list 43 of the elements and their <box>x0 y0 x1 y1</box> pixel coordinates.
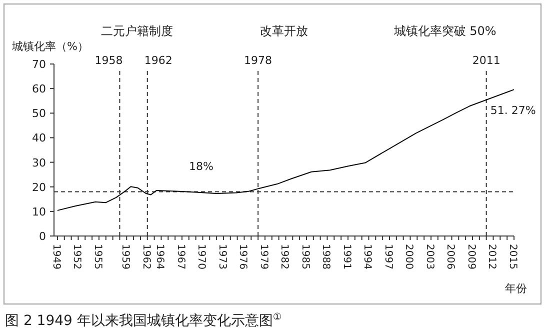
x-tick-label: 1976 <box>237 244 248 270</box>
text: 城镇化率突破 50% <box>392 24 496 38</box>
x-tick-label: 1994 <box>362 244 373 270</box>
y-tick-label: 0 <box>39 230 46 243</box>
x-tick-label: 1988 <box>320 244 332 270</box>
ref-line-label: 2011 <box>472 54 500 67</box>
x-tick-label: 1982 <box>278 244 290 270</box>
x-tick-label: 1952 <box>71 244 82 270</box>
ref-line-label: 1978 <box>244 54 272 67</box>
x-tick-label: 1962 <box>140 244 152 270</box>
x-tick-label: 2012 <box>486 244 498 270</box>
x-tick-label: 2003 <box>424 244 435 270</box>
y-tick-label: 70 <box>32 58 46 71</box>
x-tick-label: 1955 <box>92 244 103 270</box>
y-tick-label: 50 <box>32 107 46 120</box>
x-tick-label: 1967 <box>174 244 186 270</box>
x-tick-label: 2009 <box>465 244 476 270</box>
y-tick-label: 20 <box>32 180 46 194</box>
x-tick-label: 2000 <box>403 244 414 270</box>
ref-line-label: 1962 <box>144 54 172 67</box>
annotation: 51. 27% <box>490 104 536 118</box>
x-tick-label: 1979 <box>258 244 269 270</box>
x-tick-label: 1991 <box>340 244 352 270</box>
text: 改革开放 <box>260 24 308 38</box>
x-axis-title: 年份 <box>505 282 527 295</box>
y-tick-label: 60 <box>32 82 46 96</box>
x-tick-label: 1949 <box>50 244 62 270</box>
ref-line-label: 18% <box>188 160 214 173</box>
x-tick-label: 1964 <box>154 244 166 270</box>
x-tick-label: 1997 <box>382 244 394 270</box>
x-tick-label: 1959 <box>120 244 131 270</box>
x-tick-label: 1985 <box>299 244 310 270</box>
y-tick-label: 40 <box>32 132 46 145</box>
text: 图 2 1949 年以来我国城镇化率变化示意图$^{①}$ <box>5 312 282 329</box>
x-tick-label: 2015 <box>507 244 518 270</box>
ref-line-label: 1958 <box>94 54 123 67</box>
y-tick-label: 10 <box>32 205 46 218</box>
y-axis-title: 城镇化率（%） <box>11 40 88 53</box>
x-tick-label: 1970 <box>196 244 207 270</box>
x-tick-label: 1973 <box>216 244 228 270</box>
x-tick-label: 2006 <box>444 244 456 270</box>
y-tick-label: 30 <box>32 156 46 170</box>
text: 二元户籍制度 <box>100 24 173 38</box>
